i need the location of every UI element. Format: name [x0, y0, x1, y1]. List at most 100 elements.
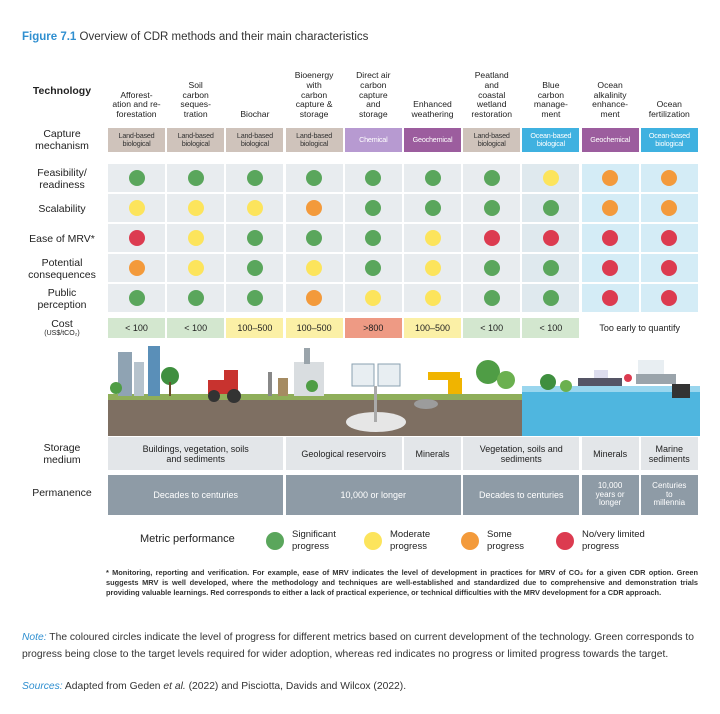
progress-circle [424, 290, 441, 306]
progress-circle [128, 230, 145, 246]
progress-circle [246, 260, 263, 276]
progress-circle [602, 260, 619, 276]
progress-circle [365, 200, 382, 216]
progress-circle [246, 170, 263, 186]
technology-name: Direct air carbon capture and storage [356, 70, 391, 120]
technology-name: Peatland and coastal wetland restoration [471, 70, 512, 120]
permanence-cell: 10,000 years or longer [581, 475, 639, 515]
cost-cell: 100–500 [285, 318, 343, 338]
capture-cell: Geochemical [581, 128, 639, 152]
progress-circle [306, 290, 323, 306]
permanence-cell: 10,000 or longer [285, 475, 461, 515]
progress-circle [246, 290, 263, 306]
capture-cell: Ocean-based biological [640, 128, 698, 152]
storage-cell: Buildings, vegetation, soils and sedimen… [108, 437, 284, 470]
progress-circle [246, 200, 263, 216]
progress-circle [424, 260, 441, 276]
progress-circle [365, 230, 382, 246]
progress-circle [542, 290, 559, 306]
cost-cell: 100–500 [226, 318, 284, 338]
note: Note: The coloured circles indicate the … [22, 630, 698, 663]
technology-name: Biochar [240, 109, 270, 120]
progress-circle [483, 260, 500, 276]
progress-circle [483, 230, 500, 246]
progress-circle [424, 170, 441, 186]
cost-cell: < 100 [167, 318, 225, 338]
progress-circle [483, 200, 500, 216]
progress-circle [542, 170, 559, 186]
row-label: Public perception [37, 286, 87, 311]
permanence-cell: Decades to centuries [108, 475, 284, 515]
sources-label: Sources: [22, 681, 63, 692]
permanence-cell: Decades to centuries [463, 475, 580, 515]
legend-label: Moderate progress [390, 529, 431, 552]
progress-circle [483, 290, 500, 306]
cost-cell: < 100 [463, 318, 521, 338]
technology-name: Soil carbon seques- tration [180, 79, 211, 120]
figure-label: Figure 7.1 [22, 31, 77, 43]
storage-cell: Vegetation, soils and sediments [463, 437, 580, 470]
progress-circle [542, 230, 559, 246]
row-label: Cost (US$/tCO₂) [18, 318, 106, 344]
capture-cell: Land-based biological [226, 128, 284, 152]
legend-label: No/very limited progress [582, 529, 645, 552]
progress-circle [661, 230, 678, 246]
capture-cell: Chemical [344, 128, 402, 152]
progress-circle [424, 200, 441, 216]
technology-name: Bioenergy with carbon capture & storage [294, 70, 334, 120]
progress-circle [246, 230, 263, 246]
progress-circle [306, 200, 323, 216]
progress-circle [424, 230, 441, 246]
progress-circle [542, 200, 559, 216]
sources-text: (2022) and Pisciotta, Davids and Wilcox … [185, 681, 407, 692]
storage-cell: Geological reservoirs [285, 437, 402, 470]
row-label: Permanence [32, 487, 92, 499]
cost-cell: < 100 [108, 318, 165, 338]
illustration [108, 342, 700, 436]
legend-swatch [266, 532, 284, 550]
technology-name: Enhanced weathering [411, 99, 454, 120]
row-label: Potential consequences [28, 256, 96, 281]
legend-swatch [556, 532, 574, 550]
note-text: The coloured circles indicate the level … [22, 632, 694, 660]
progress-circle [128, 260, 145, 276]
progress-circle [542, 260, 559, 276]
technology-name: Afforest- ation and re- forestation [112, 89, 161, 120]
sources-text: Adapted from Geden [62, 681, 164, 692]
capture-cell: Land-based biological [285, 128, 343, 152]
capture-cell: Land-based biological [167, 128, 225, 152]
legend-swatch [461, 532, 479, 550]
progress-circle [306, 230, 323, 246]
progress-circle [661, 290, 678, 306]
row-label: Feasibility/ readiness [37, 166, 87, 191]
progress-circle [365, 290, 382, 306]
progress-circle [128, 170, 145, 186]
cost-unit: (US$/tCO₂) [44, 330, 80, 337]
row-label: Storage medium [43, 442, 81, 466]
technology-name: Blue carbon manage- ment [533, 79, 568, 120]
row-label: Technology [32, 85, 92, 97]
row-label: Ease of MRV* [29, 232, 95, 245]
progress-circle [187, 260, 204, 276]
progress-circle [306, 170, 323, 186]
legend-label: Significant progress [292, 529, 336, 552]
cost-cell: Too early to quantify [581, 318, 698, 338]
footnote: * Monitoring, reporting and verification… [106, 568, 698, 598]
technology-name: Ocean fertilization [648, 99, 690, 120]
progress-circle [365, 170, 382, 186]
progress-circle [187, 290, 204, 306]
progress-circle [187, 170, 204, 186]
cost-label: Cost [51, 318, 73, 330]
technology-name: Ocean alkalinity enhance- ment [592, 79, 629, 120]
progress-circle [602, 290, 619, 306]
cost-cell: >800 [344, 318, 402, 338]
row-label: Scalability [38, 202, 86, 215]
progress-circle [365, 260, 382, 276]
permanence-cell: Centuries to millennia [640, 475, 698, 515]
storage-cell: Marine sediments [640, 437, 698, 470]
capture-cell: Ocean-based biological [522, 128, 580, 152]
progress-circle [602, 200, 619, 216]
cost-cell: < 100 [522, 318, 580, 338]
title-text: Overview of CDR methods and their main c… [79, 31, 369, 43]
